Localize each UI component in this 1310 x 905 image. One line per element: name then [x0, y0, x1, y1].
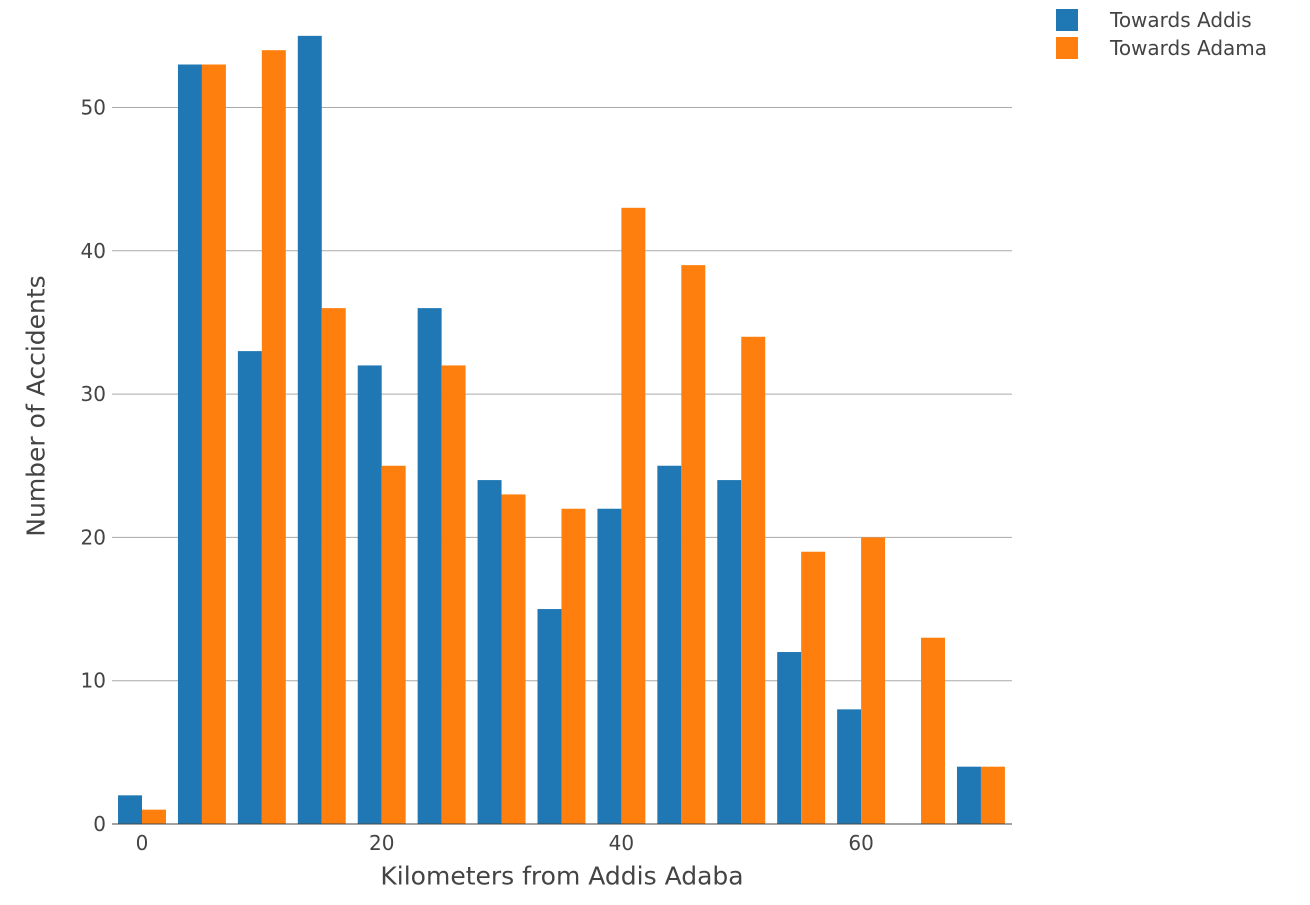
bar-towards-addis-50 — [717, 480, 742, 824]
bar-towards-addis-40 — [597, 508, 622, 824]
y-tick-label-0: 0 — [93, 812, 106, 836]
bars — [118, 35, 1005, 825]
bar-towards-adama-15 — [321, 308, 346, 824]
bar-towards-addis-15 — [297, 35, 322, 825]
legend-item-towards-addis[interactable]: Towards Addis — [1056, 6, 1267, 34]
bar-towards-adama-0 — [142, 809, 166, 824]
y-axis-title: Number of Accidents — [21, 275, 51, 537]
x-tick-label-40: 40 — [609, 831, 634, 855]
bar-towards-addis-0 — [118, 795, 142, 824]
bar-towards-adama-60 — [861, 537, 886, 824]
x-tick-label-0: 0 — [136, 831, 149, 855]
y-tick-label-40: 40 — [81, 239, 106, 263]
bar-towards-adama-70 — [980, 766, 1005, 824]
bar-towards-adama-45 — [681, 265, 706, 824]
x-tick-label-60: 60 — [848, 831, 873, 855]
bar-towards-adama-25 — [441, 365, 466, 824]
y-tick-label-50: 50 — [81, 96, 106, 120]
bar-towards-addis-5 — [177, 64, 202, 824]
bar-towards-adama-35 — [561, 508, 586, 824]
tick-labels: 0 20 40 60 0 10 20 30 40 50 — [81, 96, 874, 856]
legend-label: Towards Adama — [1110, 36, 1268, 60]
legend-swatch-towards-adama — [1056, 37, 1078, 59]
bar-towards-addis-35 — [537, 609, 562, 824]
bar-towards-addis-70 — [956, 766, 981, 824]
y-tick-label-20: 20 — [81, 525, 106, 549]
legend: Towards Addis Towards Adama — [1056, 6, 1267, 62]
bar-towards-addis-30 — [477, 480, 502, 824]
bar-towards-adama-50 — [741, 336, 766, 824]
x-tick-label-20: 20 — [369, 831, 394, 855]
bar-towards-adama-10 — [261, 50, 286, 825]
legend-label: Towards Addis — [1110, 8, 1252, 32]
bar-towards-adama-40 — [621, 207, 646, 824]
legend-item-towards-adama[interactable]: Towards Adama — [1056, 34, 1267, 62]
bar-towards-adama-55 — [801, 551, 826, 824]
bar-towards-adama-30 — [501, 494, 526, 824]
bar-towards-adama-20 — [381, 465, 406, 824]
bar-towards-addis-60 — [837, 709, 862, 824]
bar-towards-addis-20 — [357, 365, 382, 824]
bar-towards-addis-10 — [237, 351, 262, 824]
legend-swatch-towards-addis — [1056, 9, 1078, 31]
bar-towards-addis-55 — [777, 652, 802, 824]
bar-towards-addis-25 — [417, 308, 442, 824]
bar-towards-adama-5 — [201, 64, 226, 824]
y-tick-label-10: 10 — [81, 669, 106, 693]
x-axis-title: Kilometers from Addis Adaba — [380, 861, 744, 891]
bar-towards-addis-45 — [657, 465, 682, 824]
bar-towards-adama-65 — [921, 637, 945, 824]
y-tick-label-30: 30 — [81, 382, 106, 406]
